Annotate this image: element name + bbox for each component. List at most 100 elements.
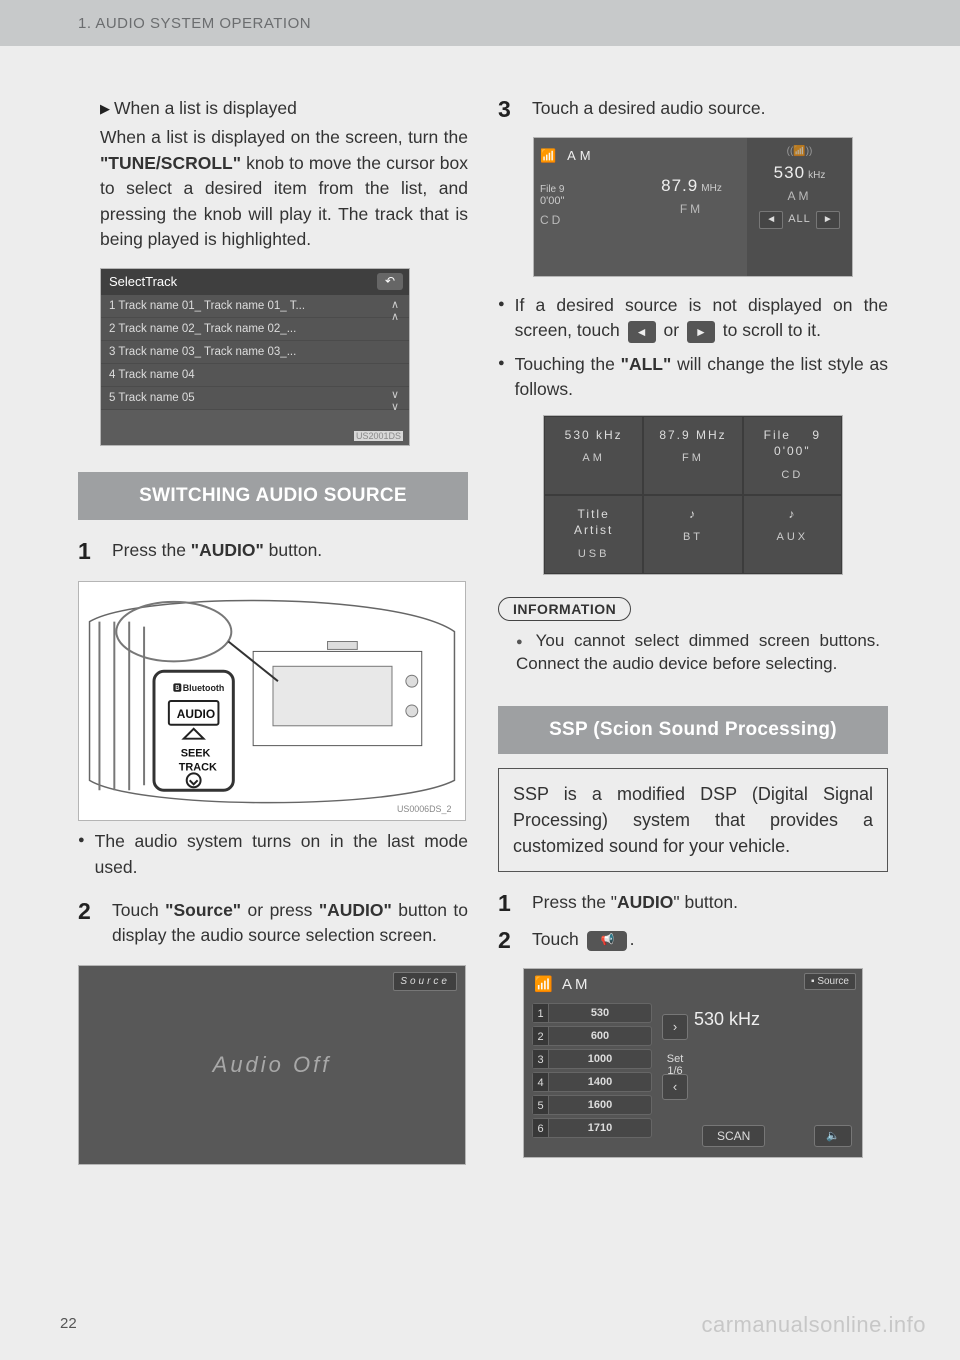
all-label[interactable]: ALL — [788, 213, 811, 225]
page-indicator: 1/6 — [667, 1065, 682, 1077]
src-left: 📶 AM File 9 0'00" CD — [534, 138, 634, 276]
src-right: ((📶)) 530 kHz AM ◄ ALL ► — [747, 138, 852, 276]
t: to scroll to it. — [723, 320, 821, 340]
step-number: 1 — [78, 538, 98, 565]
v: 1400 — [549, 1076, 651, 1088]
preset-row[interactable]: 31000 — [532, 1049, 652, 1069]
header-title: 1. AUDIO SYSTEM OPERATION — [78, 15, 311, 32]
preset-row[interactable]: 2600 — [532, 1026, 652, 1046]
grid-bt[interactable]: ♪BT — [643, 495, 742, 574]
page-next-icon[interactable]: › — [662, 1014, 688, 1040]
time-label: 0'00" — [540, 195, 628, 207]
dashboard-figure: 🅱 Bluetooth AUDIO SEEK TRACK US0006DS_2 — [78, 581, 466, 821]
scroll-right-icon[interactable]: ► — [816, 211, 840, 229]
list-body: When a list is displayed on the screen, … — [78, 125, 468, 252]
audio-bold: AUDIO — [617, 892, 673, 912]
all-bold: "ALL" — [621, 354, 672, 374]
grid-aux[interactable]: ♪AUX — [743, 495, 842, 574]
audio-off-label: Audio Off — [213, 1052, 332, 1078]
n: 3 — [533, 1050, 549, 1068]
preset-row[interactable]: 1530 — [532, 1003, 652, 1023]
t: AM — [549, 451, 638, 466]
preset-row[interactable]: 61710 — [532, 1118, 652, 1138]
select-track-title-row: SelectTrack ↶ — [101, 269, 409, 295]
t: Set — [667, 1053, 684, 1065]
t: " button. — [673, 892, 738, 912]
am-freq: 530 — [774, 163, 805, 182]
t: or press — [241, 900, 319, 920]
watermark: carmanualsonline.info — [701, 1312, 926, 1338]
back-icon[interactable]: ↶ — [377, 273, 403, 290]
source-button[interactable]: Source — [393, 972, 457, 991]
ssp-description-box: SSP is a modified DSP (Digital Signal Pr… — [498, 768, 888, 872]
fm-unit: MHz — [701, 183, 722, 194]
page-prev-icon[interactable]: ‹ — [662, 1074, 688, 1100]
scroll-up-icon[interactable]: ∧∧ — [385, 299, 405, 323]
switching-audio-source-heading: SWITCHING AUDIO SOURCE — [78, 472, 468, 520]
information-heading: INFORMATION — [498, 597, 631, 621]
v: 1000 — [549, 1053, 651, 1065]
preset-row[interactable]: 51600 — [532, 1095, 652, 1115]
source-bar-figure: 📶 AM File 9 0'00" CD 87.9 MHz FM ((📶)) 5… — [533, 137, 853, 277]
t: Source — [817, 976, 849, 987]
track-row[interactable]: 1 Track name 01_ Track name 01_ T... — [101, 295, 409, 318]
bullet-scroll: If a desired source is not displayed on … — [498, 293, 888, 344]
header-bar: 1. AUDIO SYSTEM OPERATION — [0, 0, 960, 46]
step-number: 3 — [498, 96, 518, 123]
audio-off-figure: Source Audio Off — [78, 965, 466, 1165]
scroll-down-icon[interactable]: ∨∨ — [385, 389, 405, 413]
track-row[interactable]: 2 Track name 02_ Track name 02_... — [101, 318, 409, 341]
step1-pre: Press the — [112, 540, 191, 560]
step-number: 1 — [498, 890, 518, 917]
select-track-figure: SelectTrack ↶ 1 Track name 01_ Track nam… — [100, 268, 410, 446]
grid-am[interactable]: 530 kHzAM — [544, 416, 643, 495]
information-body: You cannot select dimmed screen buttons.… — [498, 621, 888, 677]
tune-scroll-label: "TUNE/SCROLL" — [100, 153, 241, 173]
volume-button[interactable]: 🔈 — [814, 1125, 852, 1147]
scan-button[interactable]: SCAN — [702, 1125, 765, 1147]
t: . — [630, 929, 635, 949]
left-column: When a list is displayed When a list is … — [78, 96, 468, 1165]
bullet-scroll-text: If a desired source is not displayed on … — [515, 293, 888, 344]
svg-text:TRACK: TRACK — [179, 762, 217, 774]
ssp-step-2: 2 Touch . — [498, 927, 888, 954]
n: 5 — [533, 1096, 549, 1114]
grid-fm[interactable]: 87.9 MHzFM — [643, 416, 742, 495]
t: CD — [748, 468, 837, 483]
track-row[interactable]: 5 Track name 05 — [101, 387, 409, 410]
preset-row[interactable]: 41400 — [532, 1072, 652, 1092]
current-frequency: 530 kHz — [694, 1009, 760, 1030]
bullet-icon — [516, 631, 536, 650]
svg-text:🅱: 🅱 — [173, 683, 182, 693]
scroll-left-icon[interactable]: ◄ — [759, 211, 783, 229]
am-label: AM — [567, 148, 595, 163]
grid-cd[interactable]: File 9 0'00"CD — [743, 416, 842, 495]
svg-text:US0006DS_2: US0006DS_2 — [397, 804, 452, 814]
n: 1 — [533, 1004, 549, 1022]
scroll-left-icon[interactable]: ◄ — [628, 321, 656, 343]
ssp-step-1-body: Press the "AUDIO" button. — [532, 890, 888, 917]
svg-text:AUDIO: AUDIO — [177, 707, 215, 721]
source-button[interactable]: ▪ Source — [804, 973, 856, 990]
track-row[interactable]: 3 Track name 03_ Track name 03_... — [101, 341, 409, 364]
list-displayed-block: When a list is displayed — [78, 96, 468, 121]
ssp-heading: SSP (Scion Sound Processing) — [498, 706, 888, 754]
v: 1710 — [549, 1122, 651, 1134]
am-unit: kHz — [808, 170, 825, 181]
volume-icon[interactable] — [587, 931, 627, 951]
step-2: 2 Touch "Source" or press "AUDIO" button… — [78, 898, 468, 949]
scroll-right-icon[interactable]: ► — [687, 321, 715, 343]
right-column: 3 Touch a desired audio source. 📶 AM Fil… — [498, 96, 888, 1158]
t: 87.9 MHz — [648, 427, 737, 444]
step-2-body: Touch "Source" or press "AUDIO" button t… — [112, 898, 468, 949]
track-row[interactable]: 4 Track name 04 — [101, 364, 409, 387]
t: AM — [562, 976, 591, 993]
n: 4 — [533, 1073, 549, 1091]
bullet-last-mode: The audio system turns on in the last mo… — [78, 829, 468, 880]
select-track-title: SelectTrack — [109, 274, 177, 289]
v: 600 — [549, 1030, 651, 1042]
grid-usb[interactable]: Title ArtistUSB — [544, 495, 643, 574]
page-number: 22 — [60, 1315, 77, 1332]
n: 2 — [533, 1027, 549, 1045]
figure-id: US2001DS — [354, 431, 403, 441]
